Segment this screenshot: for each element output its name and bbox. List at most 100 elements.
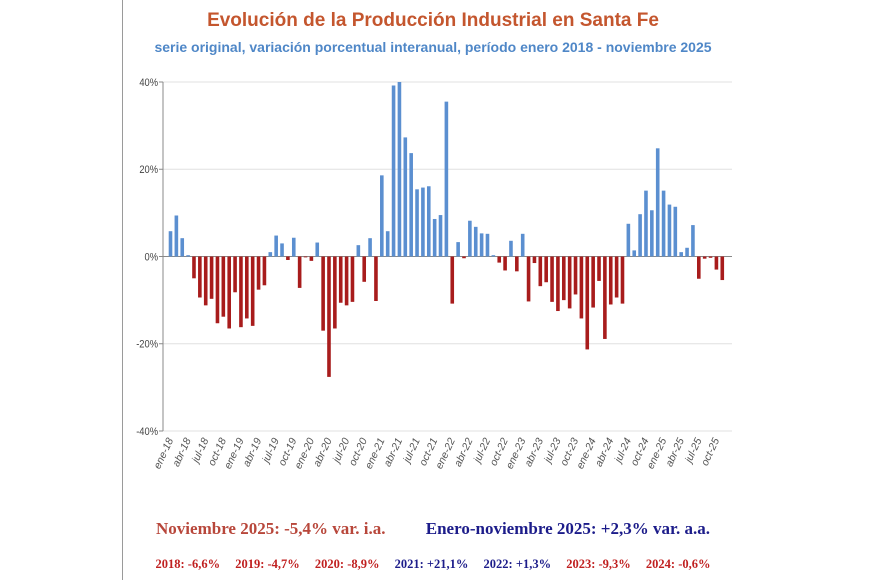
bar (597, 256, 601, 281)
bar (362, 256, 367, 282)
bar (644, 190, 648, 257)
annual-2024: 2024: -0,6% (645, 557, 711, 571)
bar (368, 238, 372, 257)
y-tick-label: 0% (145, 252, 158, 264)
bar (708, 256, 713, 258)
bar (538, 256, 543, 287)
bar (227, 256, 231, 329)
bar (673, 206, 678, 257)
bar (415, 189, 419, 257)
bar (409, 153, 413, 257)
bar (180, 238, 185, 257)
bar (203, 256, 208, 306)
bar (338, 256, 343, 303)
bar (468, 220, 472, 257)
annual-2019: 2019: -4,7% (235, 557, 300, 571)
summary-line: Noviembre 2025: -5,4% var. i.a. Enero-no… (123, 519, 743, 539)
bar (221, 256, 226, 317)
bar (262, 256, 267, 286)
bar (380, 175, 384, 257)
bar (650, 210, 654, 257)
bar (432, 218, 437, 257)
bar (620, 256, 625, 304)
bar (327, 256, 331, 377)
bar (303, 256, 308, 258)
bar (256, 256, 261, 290)
annual-2022: 2022: +1,3% (483, 557, 552, 571)
bar (250, 256, 255, 326)
bar (567, 256, 572, 309)
bar (198, 256, 202, 298)
frame-border (122, 0, 123, 580)
bar (239, 256, 243, 328)
bar (544, 256, 548, 283)
bar (679, 252, 683, 257)
bar (491, 255, 496, 257)
bar (233, 256, 237, 293)
bar (626, 223, 631, 257)
annual-2023: 2023: -9,3% (566, 557, 631, 571)
bar (444, 101, 449, 257)
bar (280, 243, 284, 257)
bar (186, 255, 190, 257)
bar (632, 250, 637, 257)
bar (667, 204, 672, 257)
bar (274, 235, 278, 257)
bar (421, 187, 425, 257)
bar (515, 256, 519, 272)
bar (168, 231, 173, 257)
bar (638, 214, 642, 257)
bar (245, 256, 249, 319)
annual-2018: 2018: -6,6% (155, 557, 221, 571)
bar (497, 256, 502, 263)
bar (655, 148, 660, 257)
bar (579, 256, 584, 319)
bar (485, 233, 490, 257)
bar (426, 186, 431, 257)
bar (532, 256, 537, 264)
bar (462, 256, 466, 259)
bar (450, 256, 455, 304)
bar (714, 256, 719, 270)
bar (456, 242, 460, 257)
bar (397, 82, 402, 257)
y-tick-label: 40% (139, 77, 158, 89)
bar (556, 256, 560, 312)
bar (720, 256, 725, 281)
summary-month: Noviembre 2025: -5,4% var. i.a. (156, 519, 386, 538)
bar (509, 240, 513, 257)
bar (573, 256, 578, 295)
chart-subtitle: serie original, variación porcentual int… (154, 39, 712, 55)
chart-title: Evolución de la Producción Industrial en… (207, 10, 659, 31)
bar (374, 256, 378, 301)
bar (209, 256, 214, 299)
bar (385, 231, 390, 257)
bar (174, 215, 179, 257)
bar (520, 233, 525, 257)
bar (614, 256, 619, 298)
bar (192, 256, 196, 279)
bar (215, 256, 220, 324)
bar (321, 256, 325, 331)
bar (479, 233, 484, 257)
bar (356, 245, 361, 257)
bar (603, 256, 607, 339)
bar (438, 215, 443, 257)
bar (403, 137, 408, 257)
y-tick-label: -20% (136, 339, 158, 351)
bar (344, 256, 349, 306)
bar (268, 252, 273, 257)
bar (315, 242, 320, 257)
bar (286, 256, 290, 260)
bar (350, 256, 355, 302)
annual-results: 2018: -6,6% 2019: -4,7% 2020: -8,9% 2021… (123, 557, 743, 572)
bar (309, 256, 314, 261)
bar (526, 256, 531, 302)
bar (591, 256, 595, 308)
bar (550, 256, 554, 302)
bar (561, 256, 566, 301)
bar (702, 256, 707, 259)
y-tick-label: -40% (136, 426, 158, 438)
bar (291, 237, 296, 257)
